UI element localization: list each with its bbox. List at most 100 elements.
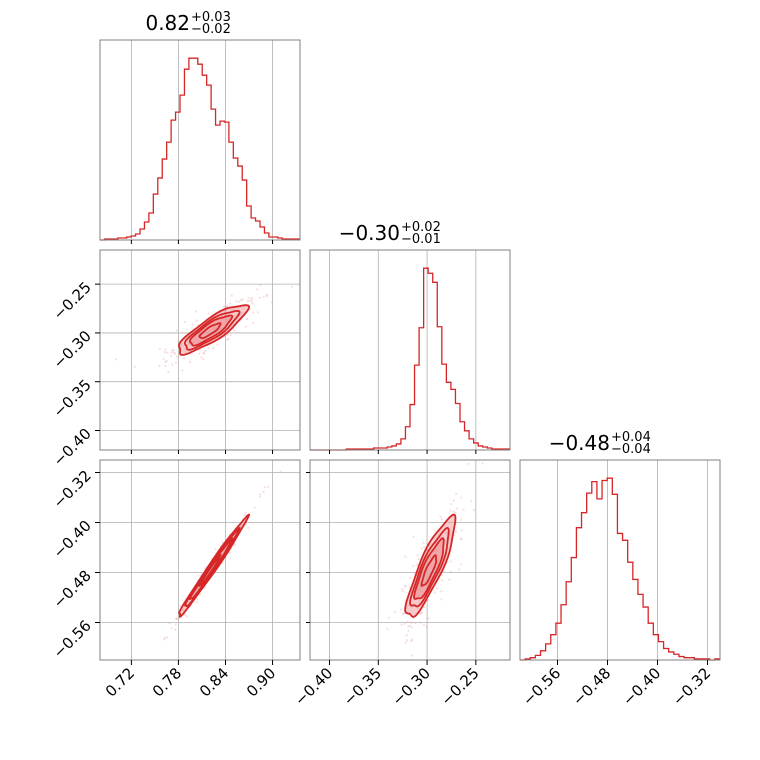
scatter-point	[202, 351, 205, 354]
scatter-point	[429, 564, 432, 567]
scatter-point	[262, 295, 265, 299]
scatter-point	[195, 310, 198, 313]
scatter-point	[434, 591, 437, 594]
text-layer: 0.82 +0.03−0.02−0.30 +0.02−0.01−0.48 +0.04−…	[50, 10, 715, 709]
scatter-point	[223, 305, 227, 309]
scatter-point	[420, 589, 423, 593]
panel-title-minus: −0.04	[611, 442, 651, 457]
scatter-point	[211, 322, 215, 325]
scatter-point	[252, 321, 255, 324]
scatter-point	[455, 507, 458, 510]
scatter-point	[448, 578, 451, 581]
scatter-point	[436, 564, 439, 567]
scatter-point	[171, 349, 174, 352]
scatter-point	[430, 565, 433, 568]
scatter-point	[250, 297, 253, 300]
scatter-point	[207, 347, 210, 350]
scatter-point	[182, 608, 185, 611]
scatter-point	[454, 511, 457, 514]
scatter-point	[436, 548, 439, 551]
x-tick-label: −0.35	[340, 664, 385, 709]
data-layer	[100, 57, 720, 661]
x-tick-label: 0.84	[196, 664, 232, 700]
scatter-point	[198, 593, 202, 596]
panel-title-value: −0.30	[339, 221, 400, 245]
scatter-point	[416, 554, 419, 557]
scatter-points-layer	[114, 283, 484, 657]
scatter-point	[452, 499, 455, 502]
scatter-point	[410, 626, 413, 629]
scatter-point	[241, 298, 244, 301]
panel-frame	[99, 249, 301, 451]
scatter-point	[224, 320, 228, 323]
scatter-point	[452, 510, 455, 513]
scatter-point	[191, 327, 194, 330]
scatter-point	[240, 524, 243, 527]
scatter-point	[246, 317, 249, 320]
x-tick-label: −0.48	[569, 664, 614, 709]
panel-title-plus: +0.04	[611, 430, 651, 445]
scatter-point	[435, 551, 438, 554]
contour-line	[198, 553, 222, 587]
scatter-point	[231, 308, 235, 311]
scatter-point	[409, 577, 412, 580]
scatter-point	[202, 352, 205, 355]
scatter-point	[430, 555, 433, 558]
scatter-point	[425, 578, 428, 581]
histogram-3	[520, 477, 720, 661]
scatter-point	[167, 370, 170, 373]
scatter-point	[481, 462, 484, 465]
scatter-point	[263, 486, 266, 489]
scatter-point	[387, 616, 390, 619]
scatter-point	[400, 608, 403, 611]
scatter-point	[418, 586, 421, 589]
scatter-point	[223, 310, 227, 313]
panel-title-minus: −0.01	[401, 232, 441, 247]
scatter-point	[183, 348, 186, 351]
scatter-point	[251, 302, 254, 305]
scatter-point	[226, 318, 229, 321]
scatter-point	[166, 636, 169, 639]
scatter-point	[184, 350, 187, 354]
panel-title-value: −0.48	[549, 431, 610, 455]
scatter-point	[227, 337, 230, 341]
scatter-point	[440, 579, 444, 582]
scatter-point	[415, 564, 418, 567]
scatter-point	[418, 612, 421, 615]
panel-frame	[309, 249, 511, 451]
scatter-point	[170, 351, 173, 354]
scatter-point	[184, 320, 187, 324]
scatter-point	[412, 535, 415, 538]
scatter-point	[219, 326, 222, 329]
contour-line	[188, 314, 234, 347]
scatter-point	[417, 588, 420, 591]
scatter-point	[220, 325, 223, 329]
scatter-point	[449, 509, 452, 512]
scatter-point	[176, 617, 179, 620]
scatter-point	[425, 572, 428, 575]
scatter-point	[448, 521, 451, 524]
contour-line	[178, 513, 251, 618]
scatter-point	[425, 570, 428, 574]
scatter-point	[238, 300, 241, 303]
scatter-point	[214, 548, 217, 551]
scatter-point	[419, 611, 423, 615]
contour-line	[198, 322, 222, 340]
scatter-point	[212, 328, 216, 331]
scatter-point	[252, 311, 255, 314]
scatter-point	[229, 333, 232, 336]
scatter-point	[188, 343, 191, 346]
scatter-point	[232, 308, 235, 311]
scatter-point	[175, 617, 178, 620]
scatter-point	[170, 627, 173, 630]
scatter-point	[189, 361, 192, 364]
scatter-point	[404, 585, 407, 588]
scatter-point	[221, 324, 224, 327]
scatter-point	[184, 613, 187, 616]
scatter-point	[436, 587, 439, 590]
scatter-point	[433, 550, 436, 553]
scatter-point	[210, 330, 213, 333]
scatter-point	[450, 503, 453, 506]
scatter-point	[197, 340, 200, 343]
scatter-point	[453, 533, 456, 536]
